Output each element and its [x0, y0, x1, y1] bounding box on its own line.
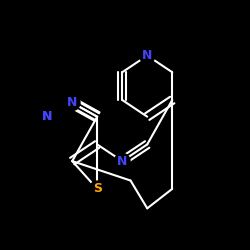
Circle shape: [64, 95, 80, 110]
Circle shape: [140, 48, 155, 63]
Text: N: N: [42, 110, 52, 123]
Text: N: N: [42, 110, 52, 123]
Text: N: N: [117, 154, 128, 168]
Text: N: N: [142, 49, 152, 62]
Text: N: N: [67, 96, 78, 109]
Circle shape: [90, 181, 105, 197]
Circle shape: [40, 109, 55, 124]
Circle shape: [114, 153, 130, 169]
Circle shape: [40, 109, 55, 124]
Text: S: S: [93, 182, 102, 196]
